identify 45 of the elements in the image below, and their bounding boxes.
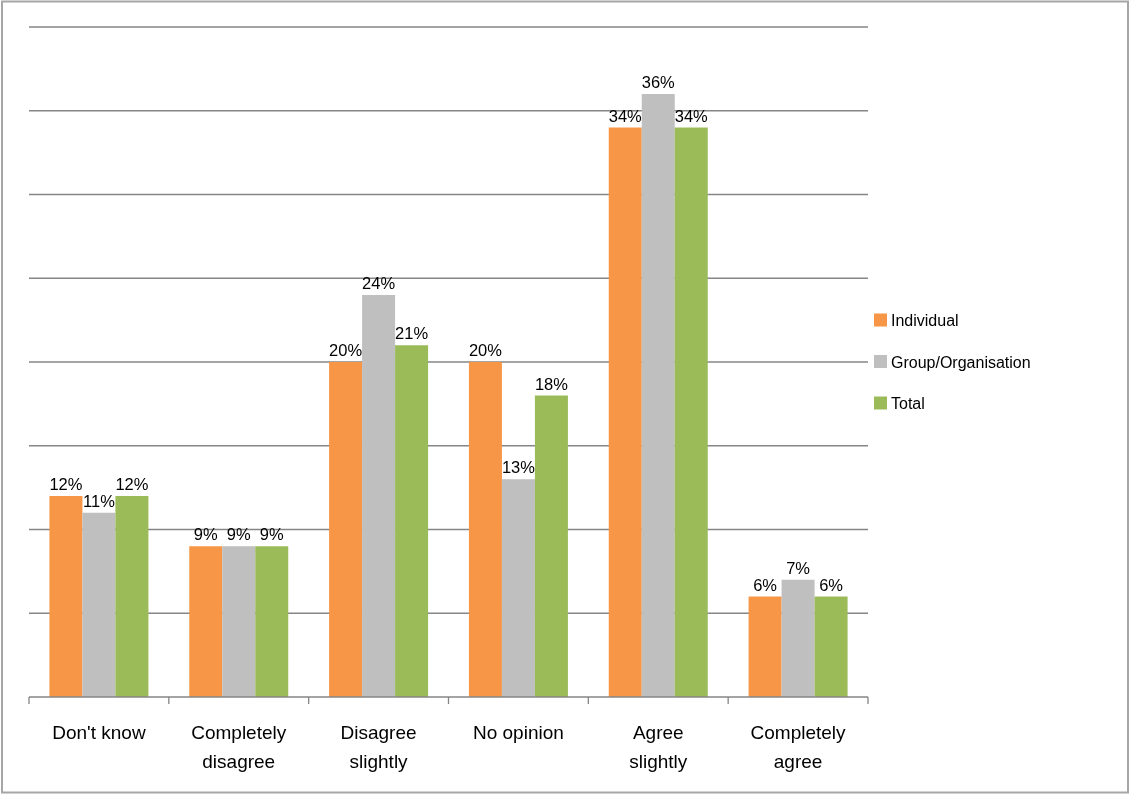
data-label: 34%	[608, 106, 643, 125]
bar	[115, 496, 149, 697]
data-label: 9%	[259, 525, 284, 544]
bar	[329, 362, 363, 697]
bar	[468, 362, 502, 697]
data-label: 34%	[674, 106, 709, 125]
data-label: 13%	[501, 458, 536, 477]
legend-label: Individual	[891, 312, 959, 330]
bar	[255, 546, 289, 697]
data-label: 12%	[115, 475, 149, 493]
bar	[781, 579, 815, 697]
bar	[641, 94, 675, 697]
data-label: 6%	[753, 575, 778, 594]
data-label: 9%	[193, 525, 218, 544]
bar	[534, 395, 568, 697]
bar	[608, 127, 642, 697]
bar	[362, 295, 396, 697]
bar	[82, 512, 116, 697]
legend-label: Total	[891, 395, 925, 413]
data-label: 20%	[468, 341, 503, 359]
data-label: 6%	[819, 575, 844, 594]
data-label: 20%	[329, 341, 363, 359]
bar	[674, 127, 708, 697]
data-label: 9%	[226, 525, 251, 544]
data-label: 11%	[83, 491, 116, 510]
bar	[395, 345, 429, 697]
x-tick-label: Completely disagree	[191, 722, 287, 772]
x-tick-label: Completely agree	[750, 722, 847, 772]
bar	[748, 596, 782, 697]
bar	[49, 496, 83, 697]
bar	[814, 596, 848, 697]
data-label: 12%	[49, 475, 83, 493]
legend-label: Group/Organisation	[891, 353, 1031, 371]
data-label: 21%	[395, 324, 429, 343]
data-label: 18%	[534, 374, 569, 393]
data-label: 24%	[362, 274, 396, 292]
x-tick-label: Disagree slightly	[340, 722, 417, 772]
bar	[189, 546, 223, 697]
x-tick-label: Don't know	[52, 722, 146, 743]
data-label: 36%	[641, 73, 676, 91]
bar	[501, 479, 535, 697]
x-tick-label: Agree slightly	[629, 722, 688, 772]
bar	[222, 546, 256, 697]
x-tick-label: No opinion	[472, 722, 564, 743]
data-label: 7%	[786, 558, 811, 577]
